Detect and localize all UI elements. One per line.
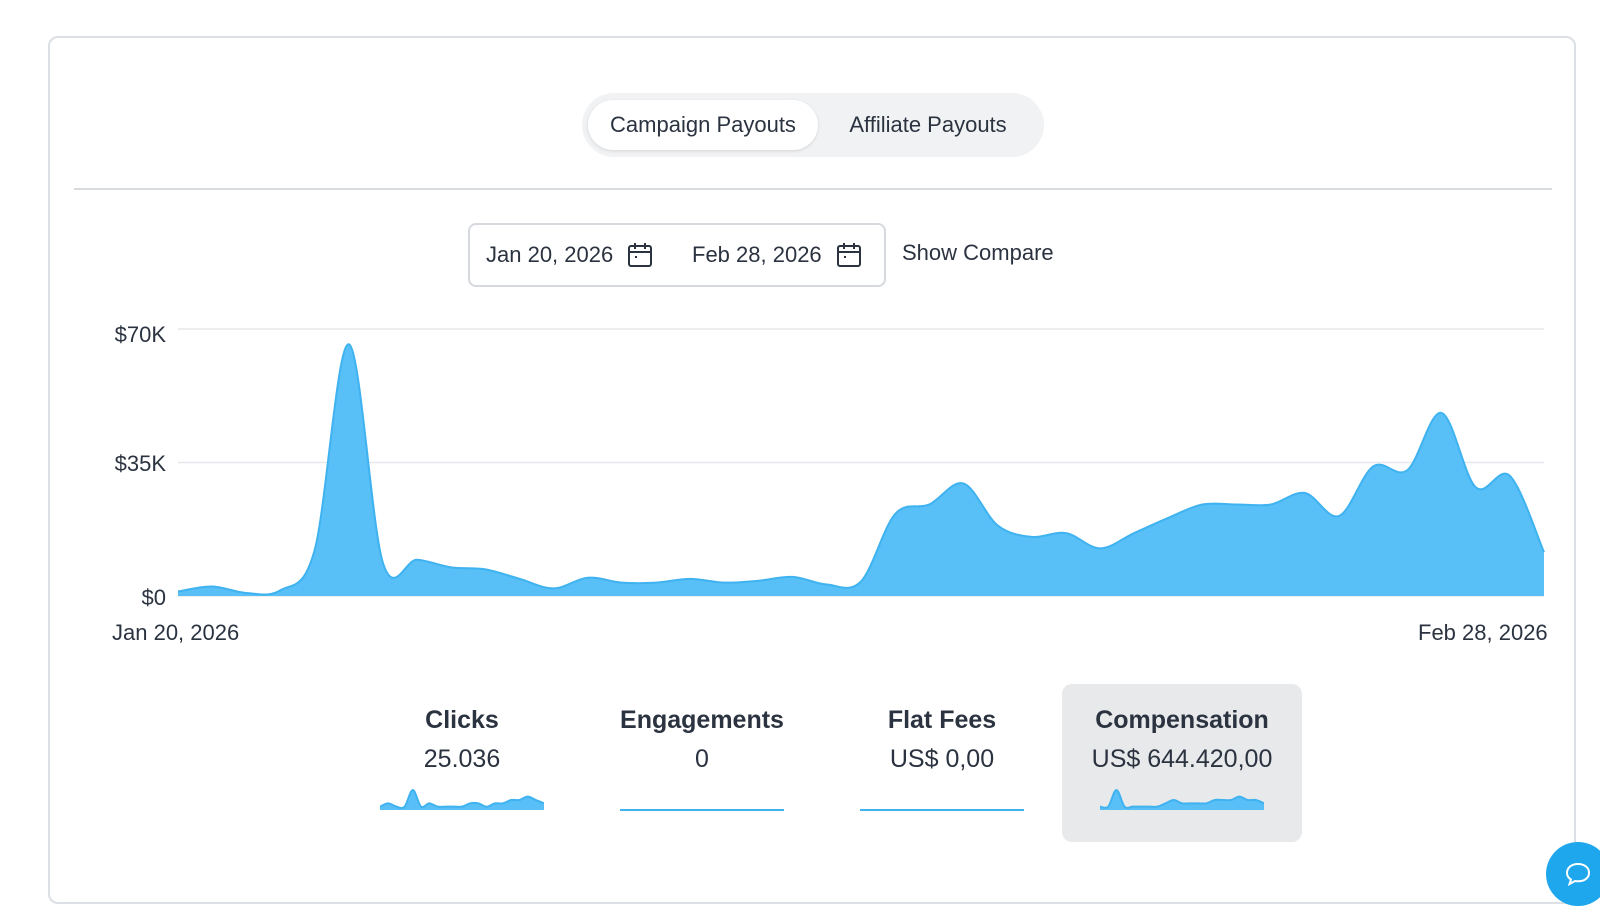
tab-affiliate-payouts[interactable]: Affiliate Payouts [849, 112, 1007, 137]
sparkline-area [380, 790, 544, 810]
metric-sparkline [860, 809, 1024, 811]
sparkline-area [1100, 790, 1264, 810]
date-range-picker: Jan 20, 2026 Feb 28, 2026 [468, 223, 886, 287]
sparkline-line [380, 788, 544, 810]
metric-compensation[interactable]: Compensation US$ 644.420,00 [1062, 684, 1302, 842]
metric-value: 25.036 [423, 745, 501, 773]
metric-value: US$ 644.420,00 [1091, 745, 1273, 773]
y-tick-label-0: $0 [141, 585, 166, 610]
metric-clicks[interactable]: Clicks 25.036 [342, 684, 582, 842]
start-date-field[interactable]: Jan 20, 2026 [486, 242, 692, 268]
section-divider [74, 188, 1552, 190]
chat-button[interactable] [1546, 842, 1600, 906]
sparkline-line [1100, 788, 1264, 809]
calendar-icon[interactable] [627, 242, 653, 268]
x-tick-label-end: Feb 28, 2026 [1418, 620, 1548, 645]
metric-engagements[interactable]: Engagements 0 [582, 684, 822, 842]
metric-title: Flat Fees [887, 706, 997, 734]
metric-sparkline [380, 788, 544, 810]
metric-value: 0 [695, 745, 709, 773]
metric-title: Engagements [620, 706, 784, 734]
metric-flat-fees[interactable]: Flat Fees US$ 0,00 [822, 684, 1062, 842]
x-tick-label-start: Jan 20, 2026 [112, 620, 240, 645]
metric-sparkline [1100, 788, 1264, 810]
metric-sparkline [620, 809, 784, 811]
end-date-field[interactable]: Feb 28, 2026 [692, 242, 862, 268]
metric-value: US$ 0,00 [889, 745, 995, 773]
end-date-value: Feb 28, 2026 [692, 242, 822, 267]
y-tick-label-35k: $35K [114, 451, 166, 476]
chat-bubble-icon [1565, 862, 1591, 887]
metric-title: Compensation [1095, 706, 1269, 734]
y-tick-label-70k: $70K [114, 322, 166, 347]
payout-type-toggle: Campaign Payouts Affiliate Payouts [582, 93, 1044, 157]
calendar-icon[interactable] [836, 242, 862, 268]
start-date-value: Jan 20, 2026 [486, 242, 614, 267]
show-compare-link[interactable]: Show Compare [902, 240, 1054, 265]
tab-campaign-payouts[interactable]: Campaign Payouts [588, 100, 818, 150]
metric-title: Clicks [425, 706, 499, 734]
